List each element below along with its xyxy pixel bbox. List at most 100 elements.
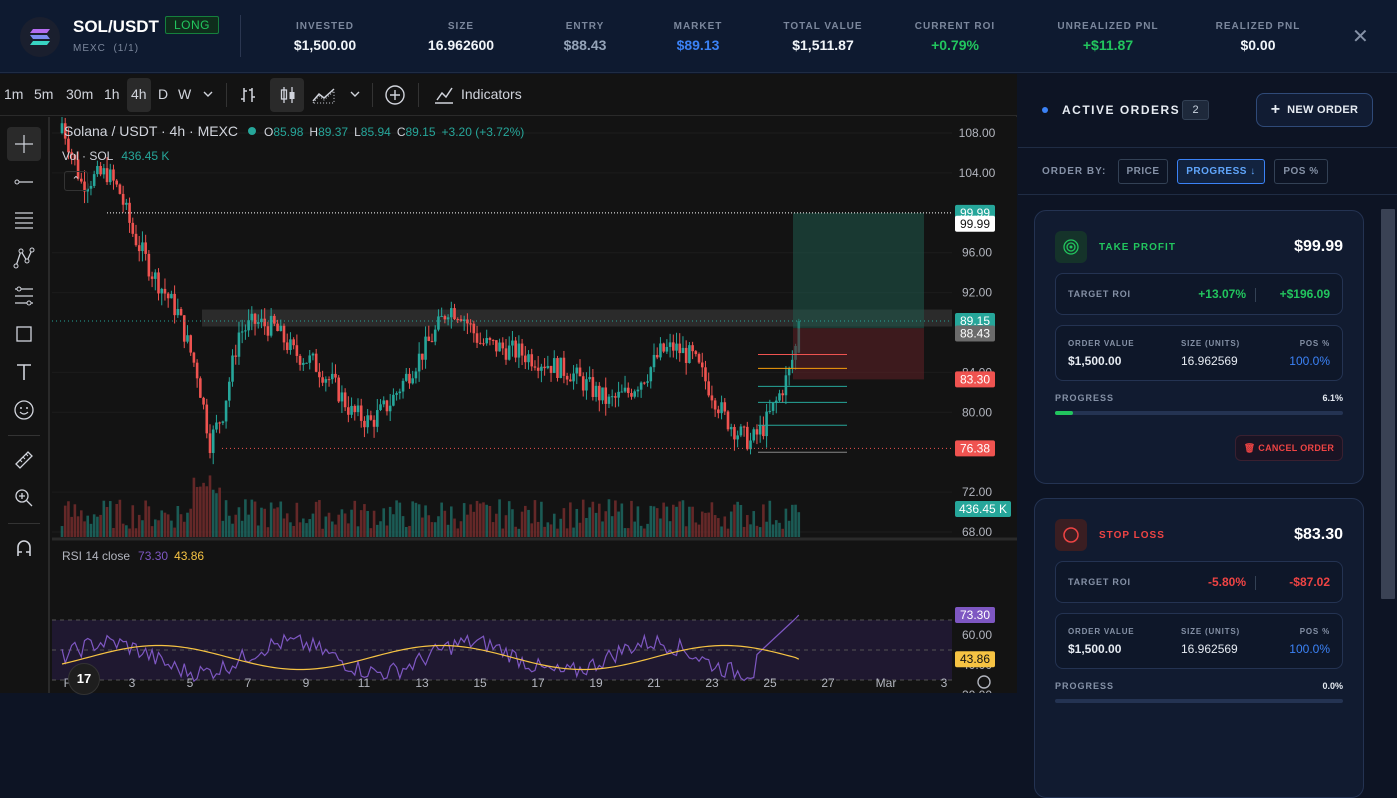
magnet-icon[interactable]	[11, 535, 37, 561]
date-tick-label: 17	[531, 676, 545, 690]
trend-line-icon[interactable]	[11, 169, 37, 195]
date-tick-label: 3	[129, 676, 136, 690]
stat-label: REALIZED PNL	[1215, 21, 1301, 32]
candle-body	[256, 322, 260, 324]
plot-background	[52, 117, 1017, 693]
volume-bar	[662, 502, 665, 537]
volume-bar	[282, 518, 286, 537]
candle-body	[536, 367, 540, 371]
timeframe-1m[interactable]: 1m	[4, 86, 24, 102]
timeframe-1h[interactable]: 1h	[104, 86, 120, 102]
add-compare-icon[interactable]	[384, 84, 406, 106]
timeframe-W[interactable]: W	[178, 86, 192, 102]
sort-price[interactable]: PRICE	[1118, 159, 1168, 184]
fib-retracement-icon[interactable]	[11, 283, 37, 309]
ruler-icon[interactable]	[11, 447, 37, 473]
price-chart-svg[interactable]: 108.00104.0096.0092.0084.0080.0072.0068.…	[52, 117, 1017, 693]
date-tick-label: Mar	[876, 676, 897, 690]
candle-body	[324, 379, 328, 383]
text-icon[interactable]	[11, 359, 37, 385]
candle-body	[462, 319, 466, 322]
price-tag: 436.45 K	[955, 501, 1011, 518]
indicators-button[interactable]: Indicators	[461, 86, 522, 102]
volume-bar	[160, 510, 164, 537]
candle-body	[501, 342, 505, 349]
volume-bar	[614, 500, 617, 537]
candle-body	[199, 378, 202, 398]
timeframe-5m[interactable]: 5m	[34, 86, 54, 102]
candle-body	[623, 387, 627, 392]
volume-bar	[794, 504, 797, 537]
area-chart-icon[interactable]	[312, 85, 336, 105]
timeframe-30m[interactable]: 30m	[66, 86, 94, 102]
candle-body	[774, 400, 778, 403]
candle-body	[83, 181, 86, 192]
candle-body	[791, 359, 794, 369]
new-order-button[interactable]: + NEW ORDER	[1256, 93, 1373, 127]
stat-label: INVESTED	[295, 21, 354, 32]
candle-body	[552, 358, 556, 373]
date-tick-label: 25	[763, 676, 777, 690]
pattern-icon[interactable]	[11, 245, 37, 271]
volume-bar	[713, 515, 717, 537]
chart-container: 1m 5m 30m 1h 4h D W Indicators 108.00 104.00 96.…	[0, 74, 1017, 695]
roi-divider	[1255, 576, 1256, 590]
sort-pos-%[interactable]: POS %	[1274, 159, 1328, 184]
volume-bar	[308, 519, 312, 537]
volume-bar	[73, 504, 77, 537]
candle-body	[141, 242, 144, 252]
progress-track	[1055, 699, 1343, 703]
timeframe-4h[interactable]: 4h	[131, 86, 147, 102]
candle-body	[273, 315, 276, 324]
candle-body	[491, 339, 495, 341]
volume-bar	[285, 513, 289, 537]
chevron-down-icon[interactable]	[203, 90, 213, 98]
chevron-down-icon[interactable]	[350, 90, 360, 98]
symbol-title[interactable]: Solana / USDT · 4h · MEXC	[64, 123, 239, 139]
horizontal-lines-icon[interactable]	[11, 207, 37, 233]
volume-bar	[514, 526, 517, 537]
scrollbar[interactable]	[1381, 209, 1395, 599]
rectangle-icon[interactable]	[11, 321, 37, 347]
volume-bar	[256, 525, 260, 537]
candle-body	[221, 421, 225, 423]
candle-body	[298, 355, 302, 365]
plus-icon: +	[1270, 101, 1281, 118]
volume-value: 436.45 K	[121, 149, 170, 163]
candle-body	[192, 352, 196, 363]
bar-chart-type-icon[interactable]	[239, 85, 259, 105]
price-tag-bg	[955, 325, 995, 342]
volume-bar	[530, 523, 534, 537]
volume-bar	[659, 518, 662, 537]
volume-bar	[520, 511, 524, 537]
zoom-icon[interactable]	[11, 485, 37, 511]
volume-bar	[459, 521, 463, 537]
cancel-order-button[interactable]: 🗑 CANCEL ORDER	[1235, 435, 1343, 461]
volume-bar	[234, 514, 238, 537]
collapse-legend-button[interactable]: ⌃	[64, 171, 88, 191]
date-tick-label: 19	[589, 676, 603, 690]
date-tick-label: 15	[473, 676, 487, 690]
volume-bar	[517, 528, 521, 537]
close-icon[interactable]: ✕	[1352, 26, 1369, 48]
volume-bar	[704, 512, 707, 537]
volume-bar	[192, 477, 196, 537]
candle-body	[137, 245, 141, 252]
stat-current-roi: CURRENT ROI +0.79%	[875, 21, 1035, 53]
price-plot[interactable]: 108.00104.0096.0092.0084.0080.0072.0068.…	[52, 117, 1017, 695]
candle-body	[581, 376, 585, 391]
volume-bar	[630, 500, 633, 537]
sort-progress[interactable]: PROGRESS ↓	[1177, 159, 1265, 184]
volume-bar	[617, 511, 620, 537]
volume-bar	[475, 500, 479, 537]
indicators-icon[interactable]	[433, 85, 455, 105]
order-type: STOP LOSS	[1099, 530, 1165, 541]
candle-body	[366, 415, 369, 428]
cancel-order-label: CANCEL ORDER	[1258, 443, 1335, 453]
candle-body	[318, 371, 321, 378]
timeframe-D[interactable]: D	[158, 86, 169, 102]
candle-body	[163, 288, 167, 294]
volume-bar	[247, 514, 250, 537]
emoji-icon[interactable]	[11, 397, 37, 423]
candle-body	[179, 309, 183, 316]
